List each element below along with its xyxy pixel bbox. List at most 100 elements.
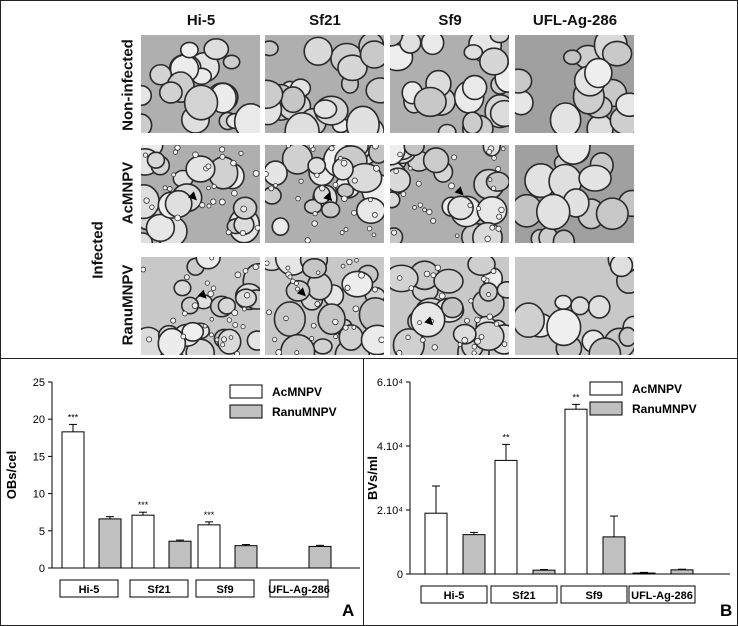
occlusion-body bbox=[486, 148, 493, 155]
cell-body bbox=[331, 157, 354, 181]
occlusion-body bbox=[240, 205, 248, 213]
occlusion-body bbox=[167, 186, 173, 192]
occlusion-body bbox=[419, 337, 426, 343]
occlusion-body bbox=[309, 336, 315, 341]
cell-body bbox=[461, 74, 488, 101]
occlusion-body bbox=[467, 202, 473, 209]
cell-body bbox=[472, 321, 505, 352]
occlusion-body bbox=[344, 284, 351, 291]
category-box bbox=[560, 585, 628, 604]
occlusion-body bbox=[430, 217, 437, 224]
cell-body bbox=[595, 197, 629, 231]
occlusion-body bbox=[283, 315, 289, 322]
legend-swatch bbox=[589, 401, 623, 416]
occlusion-body bbox=[487, 177, 493, 182]
significance-label: ** bbox=[572, 392, 580, 402]
cell-body bbox=[618, 326, 634, 347]
cell-body bbox=[246, 330, 260, 351]
occlusion-body bbox=[486, 313, 493, 320]
occlusion-body bbox=[234, 271, 242, 279]
y-tick-label: 20 bbox=[33, 414, 45, 426]
occlusion-body bbox=[396, 349, 403, 355]
arrow-marker bbox=[296, 287, 306, 297]
occlusion-body bbox=[311, 220, 318, 227]
cell-body bbox=[365, 77, 384, 104]
occlusion-body bbox=[371, 232, 377, 238]
cell-body bbox=[222, 54, 241, 70]
occlusion-body bbox=[405, 334, 411, 340]
cell-body bbox=[463, 44, 484, 61]
bar bbox=[632, 572, 656, 575]
occlusion-body bbox=[275, 349, 283, 355]
cell-body bbox=[535, 193, 571, 231]
occlusion-body bbox=[228, 335, 234, 340]
panel-letter: A bbox=[342, 601, 354, 620]
micrograph-2-2 bbox=[390, 257, 509, 355]
occlusion-body bbox=[199, 202, 206, 209]
occlusion-body bbox=[232, 322, 239, 328]
y-axis-label: BVs/ml bbox=[365, 456, 380, 500]
occlusion-body bbox=[285, 265, 291, 271]
occlusion-body bbox=[221, 336, 228, 343]
legend-label: RanuMNPV bbox=[632, 402, 697, 416]
occlusion-body bbox=[396, 275, 403, 281]
category-box bbox=[490, 585, 558, 604]
cell-body bbox=[149, 63, 173, 86]
cell-body bbox=[489, 35, 509, 44]
occlusion-body bbox=[171, 172, 176, 178]
occlusion-body bbox=[430, 272, 437, 278]
occlusion-body bbox=[225, 229, 232, 236]
bar bbox=[234, 545, 258, 569]
cell-body bbox=[217, 328, 242, 355]
y-tick-label: 2.10⁴ bbox=[377, 505, 403, 517]
occlusion-body bbox=[234, 350, 241, 355]
occlusion-body bbox=[495, 166, 502, 172]
occlusion-body bbox=[241, 306, 247, 312]
occlusion-body bbox=[310, 146, 316, 152]
panel-divider-horizontal bbox=[0, 358, 738, 359]
cell-body bbox=[588, 337, 622, 355]
arrow-marker bbox=[323, 192, 333, 202]
cell-body bbox=[317, 303, 346, 336]
cell-body bbox=[609, 257, 634, 278]
occlusion-body bbox=[358, 271, 365, 279]
occlusion-body bbox=[312, 211, 318, 217]
occlusion-body bbox=[351, 209, 357, 216]
cell-body bbox=[390, 167, 412, 193]
occlusion-body bbox=[304, 237, 311, 243]
occlusion-body bbox=[451, 154, 458, 161]
occlusion-body bbox=[476, 206, 482, 212]
cell-body bbox=[280, 86, 306, 114]
occlusion-body bbox=[372, 286, 378, 293]
occlusion-body bbox=[415, 180, 422, 187]
occlusion-body bbox=[491, 185, 497, 191]
occlusion-body bbox=[423, 270, 431, 278]
occlusion-body bbox=[231, 190, 238, 197]
row-label-ranumnpv: RanuMNPV bbox=[119, 264, 137, 346]
category-label: Sf9 bbox=[216, 584, 233, 596]
infected-label: Infected bbox=[89, 221, 107, 279]
bar bbox=[462, 534, 486, 575]
bar bbox=[602, 536, 626, 575]
cell-body bbox=[180, 296, 200, 315]
cell-body bbox=[336, 183, 355, 199]
occlusion-body bbox=[172, 149, 179, 155]
occlusion-body bbox=[268, 185, 275, 192]
occlusion-body bbox=[298, 178, 304, 184]
row-label-non-infected: Non-infected bbox=[119, 39, 137, 131]
micrograph-2-0 bbox=[141, 257, 260, 355]
micrograph-0-0 bbox=[141, 35, 260, 133]
cell-body bbox=[360, 324, 384, 355]
occlusion-body bbox=[338, 155, 343, 161]
occlusion-body bbox=[206, 203, 212, 209]
occlusion-body bbox=[294, 350, 300, 355]
bar bbox=[131, 514, 155, 569]
occlusion-body bbox=[240, 324, 246, 330]
occlusion-body bbox=[315, 270, 321, 275]
occlusion-body bbox=[202, 323, 208, 329]
occlusion-body bbox=[354, 257, 359, 263]
occlusion-body bbox=[373, 165, 380, 172]
cell-body bbox=[312, 338, 333, 355]
occlusion-body bbox=[333, 334, 339, 340]
occlusion-body bbox=[366, 225, 373, 232]
